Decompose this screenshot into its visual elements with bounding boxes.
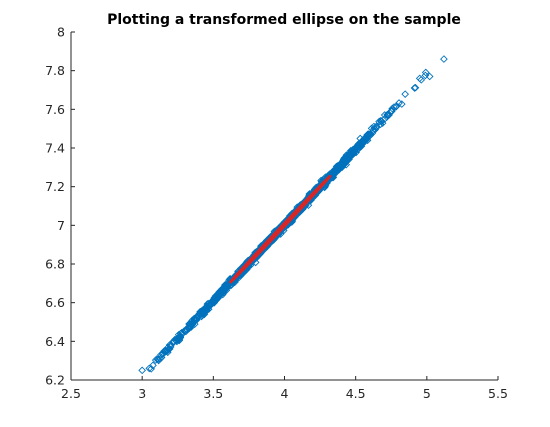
sample-point <box>362 135 371 144</box>
sample-point <box>358 137 367 145</box>
sample-point <box>343 153 352 162</box>
y-tick-label: 7.2 <box>45 179 65 194</box>
sample-point <box>145 364 154 373</box>
y-tick-label: 6.6 <box>45 295 65 310</box>
transformed-ellipse <box>229 174 332 284</box>
sample-point <box>417 75 426 84</box>
sample-point <box>372 123 381 132</box>
sample-point <box>370 124 378 133</box>
sample-point <box>338 161 346 169</box>
sample-point <box>336 161 345 169</box>
sample-point <box>348 149 357 158</box>
sample-point <box>329 171 337 180</box>
sample-point <box>149 361 157 370</box>
sample-point <box>332 165 341 173</box>
y-tick-label: 7 <box>57 218 65 233</box>
sample-point <box>410 84 419 92</box>
x-tick-label: 5.5 <box>488 386 508 401</box>
y-tick-label: 6.2 <box>45 373 65 388</box>
sample-point <box>333 165 342 174</box>
sample-point <box>381 114 390 123</box>
sample-point <box>376 120 385 129</box>
sample-point <box>162 347 171 356</box>
sample-point <box>170 337 179 346</box>
ellipse-layer <box>229 174 332 284</box>
sample-point <box>204 305 213 314</box>
sample-point <box>421 68 430 77</box>
y-tick-label: 7.4 <box>45 141 65 156</box>
sample-point <box>220 284 229 292</box>
sample-point <box>421 71 430 80</box>
sample-point <box>372 122 381 131</box>
x-tick-label: 4.5 <box>346 386 366 401</box>
sample-point <box>164 343 172 352</box>
sample-point <box>392 102 401 110</box>
y-tick-label: 6.4 <box>45 334 65 349</box>
sample-point <box>353 144 361 153</box>
sample-point <box>201 305 210 314</box>
sample-point <box>190 316 199 324</box>
sample-point <box>154 355 163 363</box>
y-tick-label: 8 <box>57 25 65 40</box>
y-tick-label: 6.8 <box>45 257 65 272</box>
x-tick-label: 3.5 <box>203 386 223 401</box>
sample-point <box>349 147 358 156</box>
x-tick-label: 2.5 <box>61 386 81 401</box>
sample-point <box>159 350 167 358</box>
sample-point <box>218 286 226 294</box>
sample-point <box>138 366 147 375</box>
sample-point <box>187 320 196 328</box>
y-tick-label: 7.8 <box>45 63 65 78</box>
x-tick-label: 4 <box>281 386 289 401</box>
sample-point <box>415 74 424 83</box>
sample-point <box>211 294 219 303</box>
sample-point <box>331 167 340 176</box>
sample-point <box>191 315 200 324</box>
sample-point <box>200 308 209 317</box>
sample-point <box>425 72 434 81</box>
axes-frame <box>70 32 498 381</box>
sample-point <box>212 294 220 302</box>
sample-point <box>147 365 156 373</box>
x-tick-label: 5 <box>423 386 431 401</box>
sample-point <box>388 104 397 113</box>
sample-point <box>174 334 183 343</box>
sample-point <box>185 322 194 331</box>
sample-point <box>378 119 387 127</box>
axis-ticks: 2.5 3 3.5 4 4.5 5 5.5 6.2 6.4 6.6 6.8 7 7.2 7.4 7.6 7.8… <box>45 25 508 402</box>
sample-point <box>340 153 349 162</box>
sample-point <box>344 156 353 164</box>
sample-point <box>345 149 354 157</box>
sample-point <box>327 171 336 180</box>
sample-point <box>367 124 376 133</box>
sample-point <box>175 332 184 341</box>
chart-title: Plotting a transformed ellipse on the sa… <box>107 12 461 28</box>
y-tick-label: 7.6 <box>45 102 65 117</box>
sample-point <box>411 83 420 92</box>
sample-point <box>180 327 189 335</box>
sample-point <box>356 142 364 151</box>
sample-point <box>440 55 448 63</box>
sample-point <box>401 90 410 99</box>
sample-point <box>397 100 406 108</box>
sample-point <box>205 300 214 309</box>
sample-point <box>387 106 396 115</box>
x-tick-label: 3 <box>138 386 146 401</box>
sample-point <box>221 281 230 289</box>
